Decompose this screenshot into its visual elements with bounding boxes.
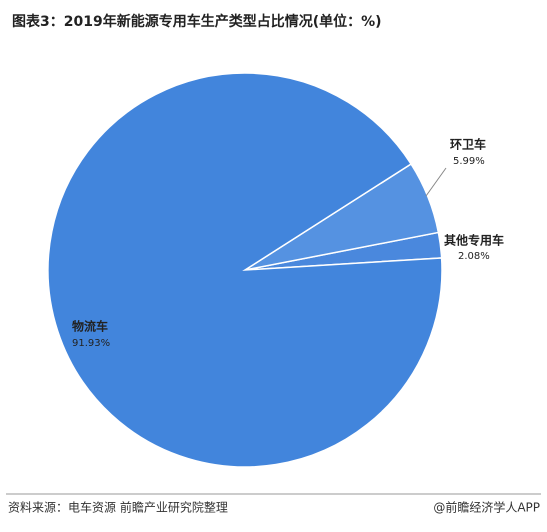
value-label: 5.99%: [453, 156, 485, 167]
leader-line: [425, 167, 447, 197]
chart-title: 图表3：2019年新能源专用车生产类型占比情况(单位：%): [12, 13, 382, 30]
credit: @前瞻经济学人APP: [433, 500, 540, 515]
source: 资料来源：电车资源 前瞻产业研究院整理: [8, 500, 228, 515]
pie-slice: [47, 72, 443, 468]
value-label: 91.93%: [72, 338, 110, 349]
slice-label: 环卫车: [450, 137, 486, 152]
slice-label: 其他专用车: [444, 233, 504, 248]
value-label: 2.08%: [458, 251, 490, 262]
pie: [47, 72, 443, 468]
slice-label: 物流车: [72, 319, 108, 334]
